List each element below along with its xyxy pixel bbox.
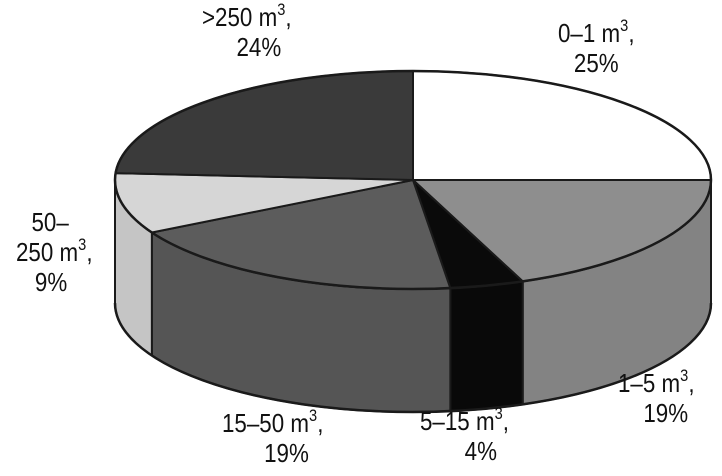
slice-0-1-range: 0–1 [558, 18, 596, 48]
slice-1-5-value: 19% [643, 398, 689, 428]
slice-0-1-suffix: , [628, 18, 635, 48]
slice-gt250-value: 24% [236, 32, 282, 62]
slice-50-250-unit: m [59, 237, 79, 267]
slice-15-50-value: 19% [264, 438, 309, 468]
pie-top-layer [113, 69, 713, 291]
slice-5-15-range: 5–15 [420, 406, 470, 436]
pie-rim [113, 69, 713, 291]
slice-gt250-range: >250 [202, 2, 253, 32]
pie-side-2 [449, 280, 524, 413]
slice-label-50-250: 50– 250 m3, 9% [16, 207, 93, 297]
slice-0-1-value: 25% [573, 48, 619, 78]
slice-15-50-exp: 3 [309, 406, 318, 426]
slice-label-0-1: 0–1 m3, 25% [558, 16, 635, 78]
slice-1-5-range: 1–5 [618, 368, 656, 398]
slice-50-250-exp: 3 [78, 235, 87, 255]
slice-gt250-exp: 3 [277, 0, 286, 20]
slice-5-15-unit: m [475, 406, 495, 436]
pie-slice-5 [114, 70, 414, 181]
slice-15-50-unit: m [290, 408, 310, 438]
slice-5-15-exp: 3 [494, 404, 503, 424]
slice-label-15-50: 15–50 m3, 19% [222, 406, 324, 468]
slice-1-5-exp: 3 [680, 366, 689, 386]
slice-50-250-range2: 250 [16, 237, 54, 267]
pie-slice-0 [412, 70, 712, 181]
slice-gt250-suffix: , [285, 2, 292, 32]
slice-50-250-suffix: , [86, 237, 93, 267]
slice-15-50-range: 15–50 [222, 408, 285, 438]
slice-label-1-5: 1–5 m3, 19% [618, 366, 695, 428]
slice-5-15-suffix: , [502, 406, 509, 436]
pie-side-layer [113, 179, 713, 414]
slice-1-5-suffix: , [688, 368, 695, 398]
slice-50-250-value: 9% [34, 267, 68, 297]
slice-gt250-unit: m [258, 2, 278, 32]
slice-0-1-unit: m [601, 18, 621, 48]
slice-50-250-range: 50– [31, 207, 69, 237]
pie-base-outline [113, 302, 713, 414]
slice-1-5-unit: m [661, 368, 681, 398]
slice-0-1-exp: 3 [620, 16, 629, 36]
slice-label-5-15: 5–15 m3, 4% [420, 404, 509, 466]
slice-15-50-suffix: , [317, 408, 324, 438]
slice-label-gt250: >250 m3, 24% [202, 0, 292, 62]
slice-5-15-value: 4% [464, 436, 497, 466]
